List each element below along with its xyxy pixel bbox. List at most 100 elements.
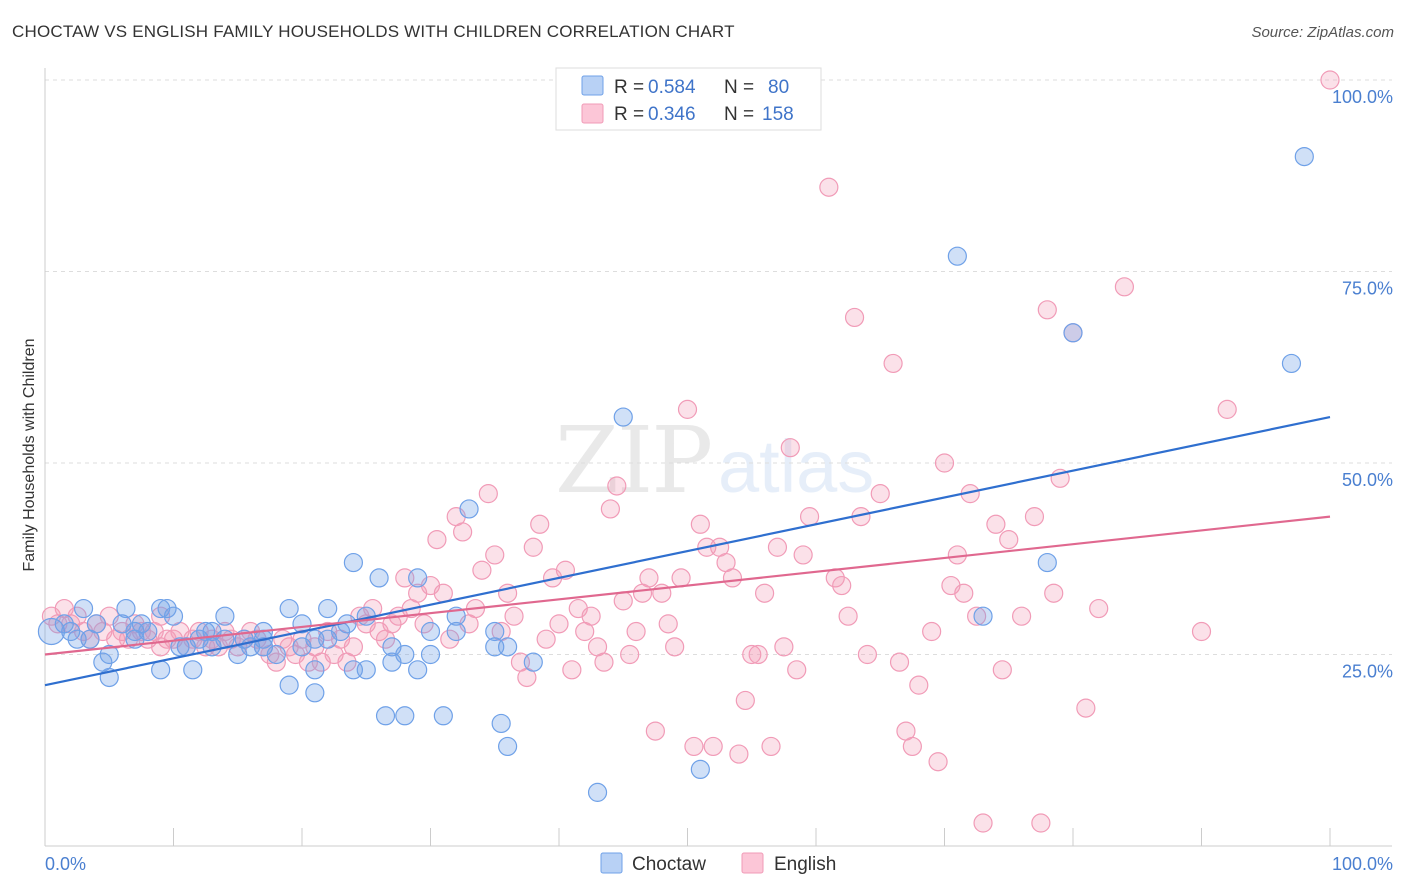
english-point — [1114, 277, 1135, 297]
english-point — [600, 499, 621, 519]
choctaw-point — [947, 246, 967, 266]
english-point — [902, 736, 922, 757]
english-point — [889, 652, 910, 672]
correlation-legend: R = 0.584 N = 80 R = 0.346 N = 158 — [555, 67, 822, 131]
english-point — [780, 438, 800, 458]
english-point — [799, 507, 820, 527]
english-point — [472, 560, 492, 580]
bottom-legend-english-label: English — [774, 854, 836, 875]
english-point — [433, 583, 453, 603]
english-point — [703, 736, 723, 757]
x-tick-label-min: 0.0% — [45, 854, 86, 874]
english-point — [639, 568, 659, 588]
choctaw-point — [587, 782, 608, 802]
english-point — [722, 568, 743, 588]
trend-lines — [44, 415, 1331, 687]
english-point — [909, 675, 929, 695]
english-point — [1024, 507, 1045, 527]
choctaw-point — [395, 644, 415, 665]
english-point — [729, 744, 749, 764]
choctaw-point — [305, 683, 325, 703]
english-point — [992, 660, 1012, 680]
choctaw-point — [1281, 353, 1302, 374]
english-point — [819, 177, 839, 197]
choctaw-point — [1063, 323, 1083, 343]
english-point — [620, 644, 640, 665]
choctaw-point — [408, 568, 428, 588]
choctaw-point — [491, 713, 511, 734]
english-point — [1011, 606, 1032, 626]
choctaw-point — [61, 621, 81, 642]
legend-english-swatch — [581, 103, 604, 124]
svg-text:ZIP: ZIP — [555, 407, 711, 514]
y-axis-label: Family Households with Children — [21, 339, 38, 572]
english-point — [266, 652, 286, 672]
english-point — [793, 545, 813, 565]
y-tick-label-100: 100.0% — [1332, 87, 1393, 107]
english-point — [986, 514, 1006, 534]
english-point — [742, 644, 762, 665]
legend-n-label-2: N = — [724, 104, 754, 125]
english-point — [832, 575, 852, 596]
choctaw-point — [266, 644, 286, 665]
legend-r-label-2: R = — [614, 104, 644, 125]
english-point — [536, 629, 556, 649]
english-point — [870, 484, 890, 504]
choctaw-point — [215, 606, 235, 626]
english-point — [934, 453, 955, 473]
y-tick-label-25: 25.0% — [1342, 662, 1393, 682]
english-point — [671, 568, 691, 588]
bottom-legend-english-swatch — [741, 852, 764, 874]
english-point — [754, 583, 775, 603]
watermark: ZIP atlas — [555, 407, 874, 514]
english-point — [973, 813, 993, 833]
choctaw-point — [279, 675, 299, 695]
choctaw-point — [343, 552, 363, 573]
choctaw-point — [395, 706, 415, 726]
choctaw-point — [485, 621, 505, 642]
english-point — [382, 614, 402, 634]
choctaw-point — [54, 614, 74, 634]
choctaw-point — [498, 736, 518, 757]
english-point — [1320, 70, 1340, 90]
grid-lines — [45, 79, 1392, 655]
english-point — [427, 529, 447, 550]
choctaw-point — [369, 568, 389, 588]
english-point — [684, 736, 704, 757]
choctaw-point — [420, 621, 441, 642]
choctaw-point — [1294, 147, 1314, 167]
english-point — [787, 660, 807, 680]
choctaw-point — [292, 637, 312, 657]
legend-r-value-2: 0.346 — [648, 104, 696, 125]
english-point — [1217, 399, 1237, 419]
english-point — [1089, 598, 1109, 619]
english-point — [999, 529, 1019, 550]
bottom-legend-choctaw-label: Choctaw — [632, 854, 706, 875]
english-point — [549, 614, 569, 634]
choctaw-point — [157, 598, 177, 619]
series-legend: Choctaw English — [600, 852, 836, 875]
english-point — [1191, 621, 1212, 642]
choctaw-point — [408, 660, 428, 680]
chart-title: CHOCTAW VS ENGLISH FAMILY HOUSEHOLDS WIT… — [12, 22, 735, 41]
english-point — [928, 752, 948, 772]
y-tick-labels: 25.0% 50.0% 75.0% 100.0% — [1332, 87, 1393, 682]
y-tick-label-50: 50.0% — [1342, 470, 1393, 490]
english-point — [485, 545, 505, 565]
english-point — [523, 537, 543, 557]
choctaw-point — [973, 606, 993, 626]
legend-r-label-1: R = — [614, 77, 644, 98]
choctaw-point — [86, 614, 107, 634]
choctaw-point — [116, 598, 136, 619]
x-tick-marks — [44, 828, 1331, 846]
english-point — [677, 399, 698, 419]
english-point — [1037, 300, 1057, 320]
legend-choctaw-swatch — [581, 75, 604, 96]
english-point — [478, 484, 498, 504]
x-tick-label-max: 100.0% — [1332, 854, 1393, 874]
english-point — [767, 537, 788, 557]
choctaw-point — [73, 598, 94, 619]
english-points — [41, 70, 1340, 833]
choctaw-point — [318, 598, 338, 619]
